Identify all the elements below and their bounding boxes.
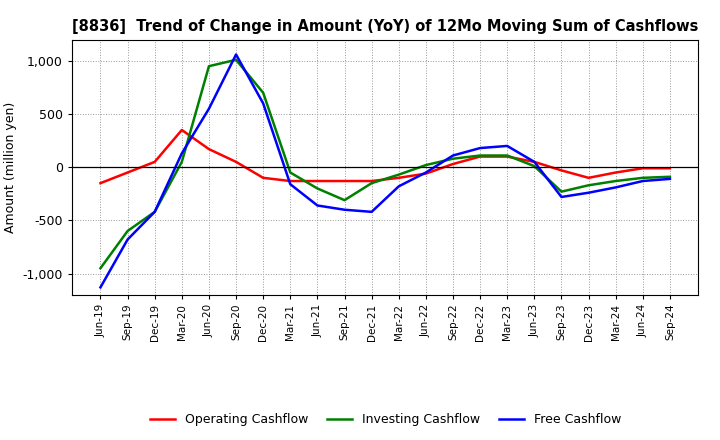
Investing Cashflow bbox=[476, 153, 485, 158]
Operating Cashflow bbox=[611, 170, 620, 175]
Operating Cashflow bbox=[123, 170, 132, 175]
Line: Operating Cashflow: Operating Cashflow bbox=[101, 130, 670, 183]
Investing Cashflow bbox=[665, 174, 674, 180]
Free Cashflow bbox=[639, 178, 647, 183]
Investing Cashflow bbox=[530, 164, 539, 169]
Operating Cashflow bbox=[341, 178, 349, 183]
Investing Cashflow bbox=[557, 189, 566, 194]
Investing Cashflow bbox=[150, 209, 159, 214]
Operating Cashflow bbox=[665, 165, 674, 171]
Operating Cashflow bbox=[232, 159, 240, 165]
Investing Cashflow bbox=[503, 153, 511, 158]
Free Cashflow bbox=[530, 159, 539, 165]
Free Cashflow bbox=[476, 145, 485, 150]
Investing Cashflow bbox=[178, 159, 186, 165]
Operating Cashflow bbox=[367, 178, 376, 183]
Investing Cashflow bbox=[204, 63, 213, 69]
Operating Cashflow bbox=[286, 178, 294, 183]
Free Cashflow bbox=[557, 194, 566, 200]
Free Cashflow bbox=[449, 153, 457, 158]
Investing Cashflow bbox=[584, 183, 593, 188]
Investing Cashflow bbox=[286, 170, 294, 175]
Line: Investing Cashflow: Investing Cashflow bbox=[101, 60, 670, 268]
Free Cashflow bbox=[503, 143, 511, 149]
Free Cashflow bbox=[395, 183, 403, 189]
Free Cashflow bbox=[665, 176, 674, 182]
Operating Cashflow bbox=[476, 154, 485, 159]
Operating Cashflow bbox=[150, 159, 159, 165]
Free Cashflow bbox=[286, 182, 294, 187]
Investing Cashflow bbox=[395, 172, 403, 177]
Operating Cashflow bbox=[449, 161, 457, 167]
Investing Cashflow bbox=[449, 156, 457, 161]
Free Cashflow bbox=[123, 237, 132, 242]
Investing Cashflow bbox=[96, 266, 105, 271]
Operating Cashflow bbox=[204, 147, 213, 152]
Investing Cashflow bbox=[341, 198, 349, 203]
Operating Cashflow bbox=[557, 168, 566, 173]
Free Cashflow bbox=[204, 106, 213, 111]
Operating Cashflow bbox=[259, 175, 268, 180]
Free Cashflow bbox=[611, 185, 620, 190]
Investing Cashflow bbox=[367, 180, 376, 186]
Operating Cashflow bbox=[530, 159, 539, 165]
Free Cashflow bbox=[150, 209, 159, 214]
Operating Cashflow bbox=[96, 180, 105, 186]
Free Cashflow bbox=[96, 285, 105, 290]
Investing Cashflow bbox=[259, 90, 268, 95]
Line: Free Cashflow: Free Cashflow bbox=[101, 55, 670, 287]
Free Cashflow bbox=[232, 52, 240, 57]
Free Cashflow bbox=[367, 209, 376, 214]
Operating Cashflow bbox=[421, 171, 430, 176]
Y-axis label: Amount (million yen): Amount (million yen) bbox=[4, 102, 17, 233]
Operating Cashflow bbox=[395, 175, 403, 180]
Title: [8836]  Trend of Change in Amount (YoY) of 12Mo Moving Sum of Cashflows: [8836] Trend of Change in Amount (YoY) o… bbox=[72, 19, 698, 34]
Investing Cashflow bbox=[232, 57, 240, 62]
Free Cashflow bbox=[259, 101, 268, 106]
Investing Cashflow bbox=[639, 175, 647, 180]
Operating Cashflow bbox=[178, 127, 186, 132]
Operating Cashflow bbox=[313, 178, 322, 183]
Operating Cashflow bbox=[584, 175, 593, 180]
Operating Cashflow bbox=[639, 165, 647, 171]
Investing Cashflow bbox=[611, 178, 620, 183]
Investing Cashflow bbox=[313, 186, 322, 191]
Free Cashflow bbox=[341, 207, 349, 213]
Free Cashflow bbox=[313, 203, 322, 208]
Free Cashflow bbox=[178, 151, 186, 156]
Free Cashflow bbox=[421, 170, 430, 175]
Free Cashflow bbox=[584, 190, 593, 195]
Investing Cashflow bbox=[123, 228, 132, 234]
Operating Cashflow bbox=[503, 154, 511, 159]
Legend: Operating Cashflow, Investing Cashflow, Free Cashflow: Operating Cashflow, Investing Cashflow, … bbox=[145, 408, 626, 431]
Investing Cashflow bbox=[421, 162, 430, 168]
